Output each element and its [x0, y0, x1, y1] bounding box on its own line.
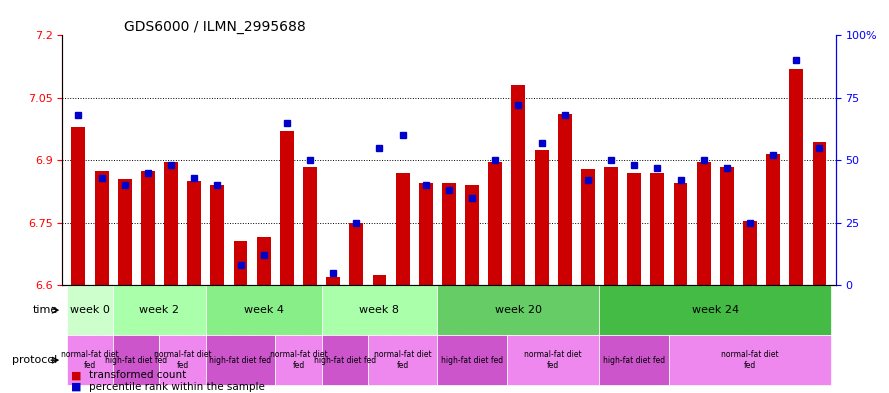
Bar — [534, 150, 549, 285]
Text: normal-fat diet
fed: normal-fat diet fed — [154, 351, 212, 370]
Bar — [396, 173, 410, 285]
Text: normal-fat diet
fed: normal-fat diet fed — [721, 351, 779, 370]
FancyBboxPatch shape — [599, 285, 831, 335]
FancyBboxPatch shape — [205, 335, 276, 385]
Bar — [303, 167, 317, 285]
Bar — [188, 181, 201, 285]
Text: high-fat diet fed: high-fat diet fed — [603, 356, 665, 365]
Text: ■: ■ — [71, 382, 82, 392]
Text: time: time — [32, 305, 58, 315]
Bar — [511, 85, 525, 285]
Bar — [257, 237, 270, 285]
Bar — [789, 69, 804, 285]
Bar — [372, 275, 387, 285]
Bar — [651, 173, 664, 285]
Text: ■: ■ — [71, 370, 82, 380]
Text: week 0: week 0 — [70, 305, 110, 315]
FancyBboxPatch shape — [507, 335, 599, 385]
Bar — [697, 162, 710, 285]
Text: GDS6000 / ILMN_2995688: GDS6000 / ILMN_2995688 — [124, 20, 306, 34]
Bar — [557, 114, 572, 285]
Text: week 8: week 8 — [359, 305, 399, 315]
Text: percentile rank within the sample: percentile rank within the sample — [89, 382, 265, 392]
FancyBboxPatch shape — [368, 335, 437, 385]
FancyBboxPatch shape — [437, 285, 599, 335]
Text: week 4: week 4 — [244, 305, 284, 315]
Bar — [280, 131, 293, 285]
Bar — [118, 179, 132, 285]
Text: high-fat diet fed: high-fat diet fed — [314, 356, 376, 365]
FancyBboxPatch shape — [67, 285, 113, 335]
Text: normal-fat diet
fed: normal-fat diet fed — [525, 351, 582, 370]
Bar — [488, 162, 502, 285]
Bar — [720, 167, 733, 285]
Bar — [141, 171, 155, 285]
Bar — [813, 141, 827, 285]
FancyBboxPatch shape — [67, 335, 113, 385]
Bar — [349, 223, 364, 285]
Text: week 24: week 24 — [692, 305, 739, 315]
Text: protocol: protocol — [12, 355, 58, 365]
Bar — [674, 183, 687, 285]
Bar — [465, 185, 479, 285]
Text: high-fat diet fed: high-fat diet fed — [441, 356, 503, 365]
Bar — [442, 183, 456, 285]
Text: high-fat diet fed: high-fat diet fed — [210, 356, 272, 365]
FancyBboxPatch shape — [599, 335, 669, 385]
Bar — [211, 185, 224, 285]
Bar — [164, 162, 178, 285]
Bar — [94, 171, 108, 285]
Bar — [581, 169, 595, 285]
FancyBboxPatch shape — [322, 335, 368, 385]
Text: normal-fat diet
fed: normal-fat diet fed — [373, 351, 431, 370]
Bar — [605, 167, 618, 285]
Bar — [234, 241, 247, 285]
FancyBboxPatch shape — [669, 335, 831, 385]
Bar — [743, 220, 757, 285]
FancyBboxPatch shape — [113, 285, 205, 335]
FancyBboxPatch shape — [113, 335, 159, 385]
Text: normal-fat diet
fed: normal-fat diet fed — [269, 351, 327, 370]
Bar — [766, 154, 780, 285]
FancyBboxPatch shape — [205, 285, 322, 335]
Text: normal-fat diet
fed: normal-fat diet fed — [61, 351, 119, 370]
Bar — [419, 183, 433, 285]
FancyBboxPatch shape — [322, 285, 437, 335]
FancyBboxPatch shape — [437, 335, 507, 385]
Text: transformed count: transformed count — [89, 370, 186, 380]
Bar — [71, 127, 85, 285]
Text: high-fat diet fed: high-fat diet fed — [105, 356, 167, 365]
Bar — [326, 277, 340, 285]
FancyBboxPatch shape — [276, 335, 322, 385]
Bar — [628, 173, 641, 285]
Text: week 20: week 20 — [495, 305, 542, 315]
Text: week 2: week 2 — [140, 305, 180, 315]
FancyBboxPatch shape — [159, 335, 205, 385]
